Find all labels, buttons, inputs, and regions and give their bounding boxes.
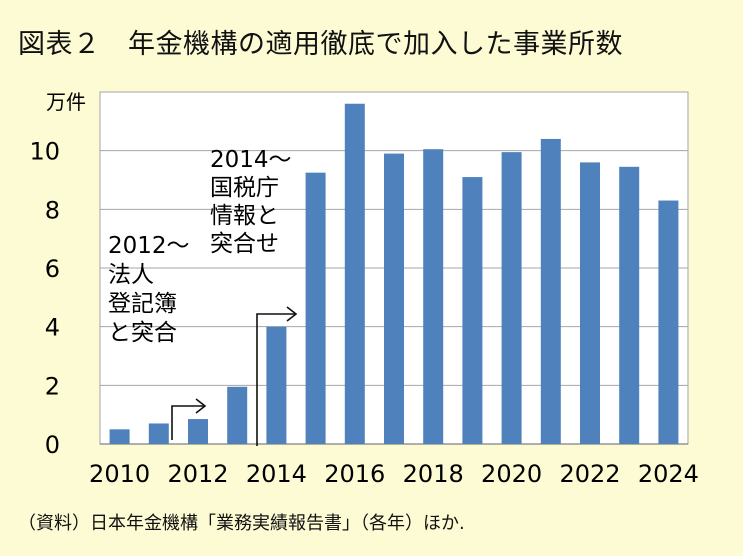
bar-2015 xyxy=(305,172,326,444)
bar-2014 xyxy=(266,326,287,444)
y-tick-label: 6 xyxy=(45,255,60,283)
x-tick-label: 2010 xyxy=(89,460,150,488)
annotation-text-2012: 法人 xyxy=(108,262,154,288)
bar-2021 xyxy=(540,138,561,444)
bar-2024 xyxy=(658,200,679,444)
chart-title: 図表２ 年金機構の適用徹底で加入した事業所数 xyxy=(18,29,623,60)
bar-2011 xyxy=(148,423,169,444)
bar-2023 xyxy=(619,166,640,445)
y-tick-label: 10 xyxy=(29,138,60,166)
bar-2017 xyxy=(384,153,404,444)
annotation-arrow-2012 xyxy=(171,405,205,440)
bar-2013 xyxy=(227,386,248,444)
bar-2020 xyxy=(501,152,522,444)
bar-2010 xyxy=(109,429,130,444)
annotation-text-2012: 登記簿 xyxy=(108,291,177,317)
bar-2012 xyxy=(188,419,208,444)
y-tick-label: 0 xyxy=(45,431,60,459)
x-tick-label: 2022 xyxy=(559,460,620,488)
annotation-arrowhead-2012 xyxy=(195,398,207,414)
x-tick-label: 2020 xyxy=(481,460,542,488)
y-tick-label: 4 xyxy=(45,314,60,342)
x-tick-label: 2024 xyxy=(638,460,699,488)
annotation-text-2014: 突合せ xyxy=(210,231,279,257)
annotation-arrow-2014 xyxy=(256,313,296,446)
source-note: （資料）日本年金機構「業務実績報告書」（各年）ほか. xyxy=(18,513,465,534)
annotation-text-2012: と突合 xyxy=(108,320,177,346)
bar-2022 xyxy=(580,162,600,444)
x-tick-label: 2018 xyxy=(403,460,464,488)
annotation-arrowhead-2014 xyxy=(286,306,298,322)
x-tick-label: 2016 xyxy=(324,460,385,488)
y-axis-unit: 万件 xyxy=(46,90,86,114)
annotation-text-2014: 2014〜 xyxy=(210,147,292,173)
y-tick-label: 8 xyxy=(45,196,60,224)
annotation-text-2014: 国税庁 xyxy=(210,175,279,201)
x-tick-label: 2012 xyxy=(167,460,228,488)
bar-2018 xyxy=(423,149,444,444)
y-tick-label: 2 xyxy=(45,372,60,400)
bar-2019 xyxy=(462,177,483,445)
bar-2016 xyxy=(344,103,365,444)
annotation-text-2012: 2012〜 xyxy=(108,233,190,259)
annotation-text-2014: 情報と xyxy=(210,203,279,229)
x-tick-label: 2014 xyxy=(246,460,307,488)
